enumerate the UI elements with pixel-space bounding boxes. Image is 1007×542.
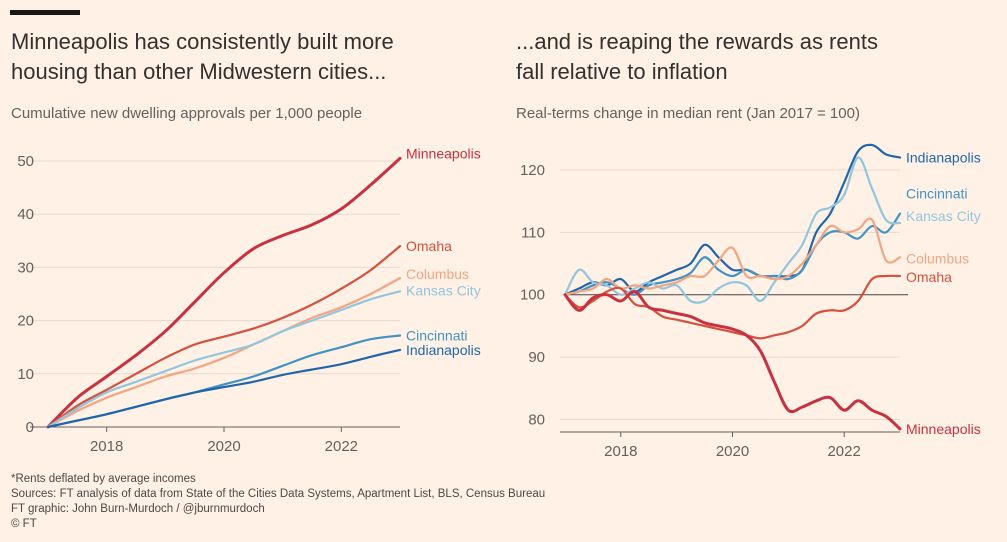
rent-line-chart: 80 90 100 110 120 2018 2020 2022 Indianapolis Cin… (520, 143, 981, 460)
y-tick-label-120: 120 (520, 162, 545, 179)
series-line-omaha (46, 245, 402, 429)
series-line-omaha (563, 274, 902, 340)
series-label-cincinnati: Cincinnati (906, 186, 967, 202)
y-tick-label-20: 20 (17, 313, 34, 330)
series-label-minneapolis: Minneapolis (906, 421, 981, 437)
series-label-omaha: Omaha (406, 238, 452, 254)
series-label-cincinnati: Cincinnati (406, 327, 467, 343)
sources: Sources: FT analysis of data from State … (11, 488, 546, 500)
series-label-kansas-city: Kansas City (906, 208, 981, 224)
y-tick-label-0: 0 (26, 419, 34, 436)
y-tick-label-50: 50 (17, 153, 34, 170)
series-label-indianapolis: Indianapolis (906, 149, 981, 165)
series-line-kansas-city (563, 156, 902, 304)
series-line-columbus (46, 276, 402, 429)
series-label-kansas-city: Kansas City (406, 282, 481, 298)
series-label-columbus: Columbus (406, 266, 469, 282)
right-title-line1: ...and is reaping the rewards as rents (516, 29, 878, 54)
right-chart-title: ...and is reaping the rewards as rents f… (516, 27, 878, 87)
right-title-line2: fall relative to inflation (516, 59, 728, 84)
footnote: *Rents deflated by average incomes (11, 473, 196, 485)
y-tick-label-10: 10 (17, 366, 34, 383)
series-label-minneapolis: Minneapolis (406, 145, 481, 161)
right-chart-subtitle: Real-terms change in median rent (Jan 20… (516, 105, 860, 122)
x-tick-label-2020: 2020 (207, 438, 240, 455)
series-line-minneapolis (563, 290, 902, 431)
x-tick-label-2018: 2018 (90, 438, 123, 455)
series-line-kansas-city (46, 290, 402, 429)
series-label-indianapolis: Indianapolis (406, 342, 481, 358)
y-tick-label-100: 100 (520, 287, 545, 304)
left-title-line2: housing than other Midwestern cities... (11, 59, 387, 84)
y-tick-label-90: 90 (528, 349, 545, 366)
credit: FT graphic: John Burn-Murdoch / @jburnmu… (11, 503, 265, 515)
x-tick-label-2022: 2022 (827, 443, 860, 460)
series-line-indianapolis (46, 348, 402, 429)
x-tick-label-2022: 2022 (325, 438, 358, 455)
footer: *Rents deflated by average incomes Sourc… (11, 472, 545, 532)
y-tick-label-80: 80 (528, 412, 545, 429)
copyright: © FT (11, 518, 37, 530)
series-label-omaha: Omaha (906, 269, 952, 285)
left-title-line1: Minneapolis has consistently built more (11, 29, 394, 54)
x-tick-label-2018: 2018 (604, 443, 637, 460)
y-tick-label-110: 110 (521, 224, 545, 241)
left-chart-subtitle: Cumulative new dwelling approvals per 1,… (11, 105, 363, 122)
y-tick-label-30: 30 (17, 259, 34, 276)
y-tick-label-40: 40 (17, 206, 34, 223)
series-line-indianapolis (563, 143, 902, 296)
left-chart-title: Minneapolis has consistently built more … (11, 27, 394, 87)
approvals-line-chart: 0 10 20 30 40 50 2018 2020 2022 Minneapolis Omaha C… (17, 145, 481, 455)
x-tick-label-2020: 2020 (716, 443, 749, 460)
series-label-columbus: Columbus (906, 250, 969, 266)
series-line-minneapolis (46, 156, 402, 429)
ft-brand-bar (10, 10, 80, 15)
